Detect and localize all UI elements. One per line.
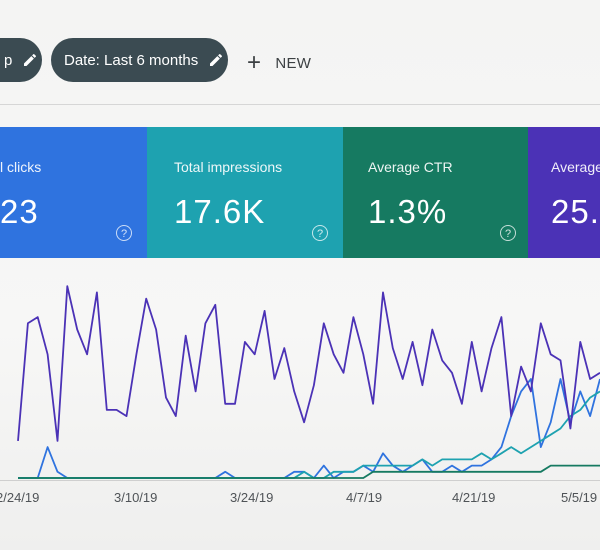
metric-card-average-ctr[interactable]: Average CTR 1.3% ? (343, 127, 528, 258)
series-line-2 (18, 464, 600, 479)
metric-card-average-position[interactable]: Average 25.: (528, 127, 600, 258)
filter-bar: p Date: Last 6 months + NEW (0, 0, 600, 105)
query-filter-chip[interactable]: p (0, 38, 42, 82)
date-filter-chip[interactable]: Date: Last 6 months (51, 38, 228, 82)
x-tick-label: 3/24/19 (230, 490, 274, 505)
x-tick-label: 2/24/19 (0, 490, 40, 505)
plus-icon: + (247, 49, 262, 76)
new-filter-button[interactable]: + NEW (247, 50, 311, 76)
x-tick-label: 5/5/19 (561, 490, 598, 505)
x-tick-label: 4/21/19 (452, 490, 496, 505)
new-button-label: NEW (275, 54, 312, 72)
metric-card-total-impressions[interactable]: Total impressions 17.6K ? (147, 127, 343, 258)
query-chip-label: p (4, 51, 13, 69)
metric-value: 23 (0, 193, 39, 230)
performance-line-chart[interactable] (0, 270, 600, 550)
metric-card-total-clicks[interactable]: l clicks 23 ? (0, 127, 147, 258)
metric-label: l clicks (0, 159, 42, 175)
metric-value: 1.3% (368, 193, 448, 230)
help-icon[interactable]: ? (500, 225, 516, 241)
help-icon[interactable]: ? (116, 225, 132, 241)
pencil-icon[interactable] (208, 52, 224, 68)
metric-label: Average CTR (368, 159, 453, 175)
x-tick-label: 3/10/19 (114, 490, 158, 505)
chart-baseline (0, 480, 600, 481)
x-tick-label: 4/7/19 (346, 490, 383, 505)
help-icon[interactable]: ? (312, 225, 328, 241)
pencil-icon[interactable] (22, 52, 38, 68)
metric-value: 17.6K (174, 193, 266, 230)
date-chip-label: Date: Last 6 months (64, 51, 199, 69)
metric-value: 25.: (551, 193, 600, 230)
series-line-3 (17, 285, 600, 442)
metric-label: Average (551, 159, 600, 175)
metric-label: Total impressions (174, 159, 283, 175)
